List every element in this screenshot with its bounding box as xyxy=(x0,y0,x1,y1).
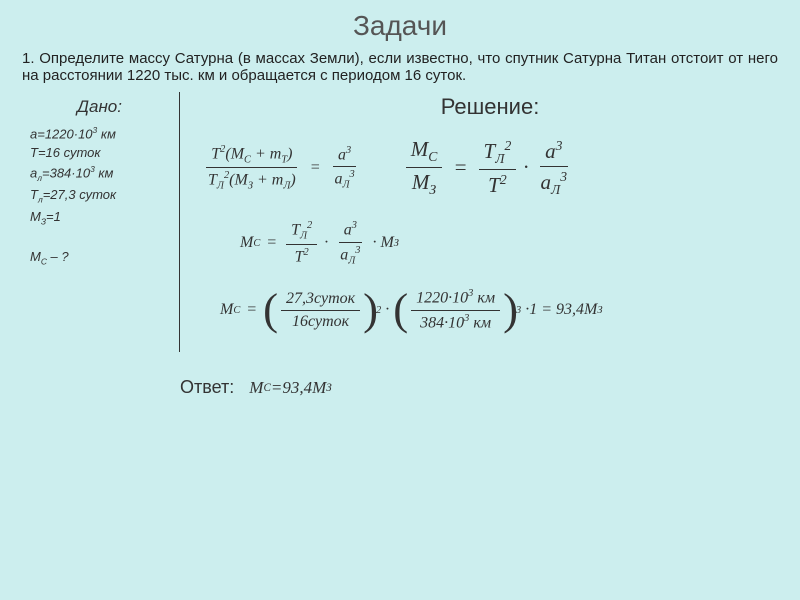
val-ttitan: 16суток xyxy=(292,313,349,330)
equation-1: T2(MC + mT) TЛ2(MЗ + mЛ) = a3 aЛ3 xyxy=(200,142,363,194)
given-line: a=1220·103 км xyxy=(30,125,169,141)
equation-3: MC = TЛ2 T2 · a3 aЛ3 · MЗ xyxy=(240,218,399,268)
solution-header: Решение: xyxy=(200,94,780,120)
equation-2: MC MЗ = TЛ2 T2 · a3 aЛ3 xyxy=(403,135,575,200)
equation-row-2: MC = TЛ2 T2 · a3 aЛ3 · MЗ xyxy=(200,218,780,268)
equation-4: MC = ( 27,3суток 16суток )2 · ( 1220·103… xyxy=(220,286,602,334)
solution-column: Решение: T2(MC + mT) TЛ2(MЗ + mЛ) = a3 a… xyxy=(180,92,780,352)
equation-row-3: MC = ( 27,3суток 16суток )2 · ( 1220·103… xyxy=(200,286,780,334)
result-value: 93,4 xyxy=(556,301,584,319)
content-area: Дано: a=1220·103 км T=16 суток aл=384·10… xyxy=(0,92,800,352)
given-title: Дано: xyxy=(30,97,169,117)
given-line xyxy=(30,230,169,245)
given-line: aл=384·103 км xyxy=(30,164,169,183)
page-title: Задачи xyxy=(0,0,800,42)
val-tmoon: 27,3суток xyxy=(286,290,355,307)
given-line: T=16 суток xyxy=(30,145,169,160)
answer-label: Ответ: xyxy=(180,377,234,397)
answer-value: 93,4 xyxy=(282,378,312,398)
given-line: Tл=27,3 суток xyxy=(30,187,169,205)
equation-row-1: T2(MC + mT) TЛ2(MЗ + mЛ) = a3 aЛ3 MC MЗ … xyxy=(200,135,780,200)
answer-equation: MC = 93,4MЗ xyxy=(249,378,331,398)
given-column: Дано: a=1220·103 км T=16 суток aл=384·10… xyxy=(20,92,180,352)
problem-statement: 1. Определите массу Сатурна (в массах Зе… xyxy=(0,42,800,92)
given-line: MС – ? xyxy=(30,249,169,267)
answer-row: Ответ: MC = 93,4MЗ xyxy=(0,377,800,398)
given-line: MЗ=1 xyxy=(30,209,169,227)
